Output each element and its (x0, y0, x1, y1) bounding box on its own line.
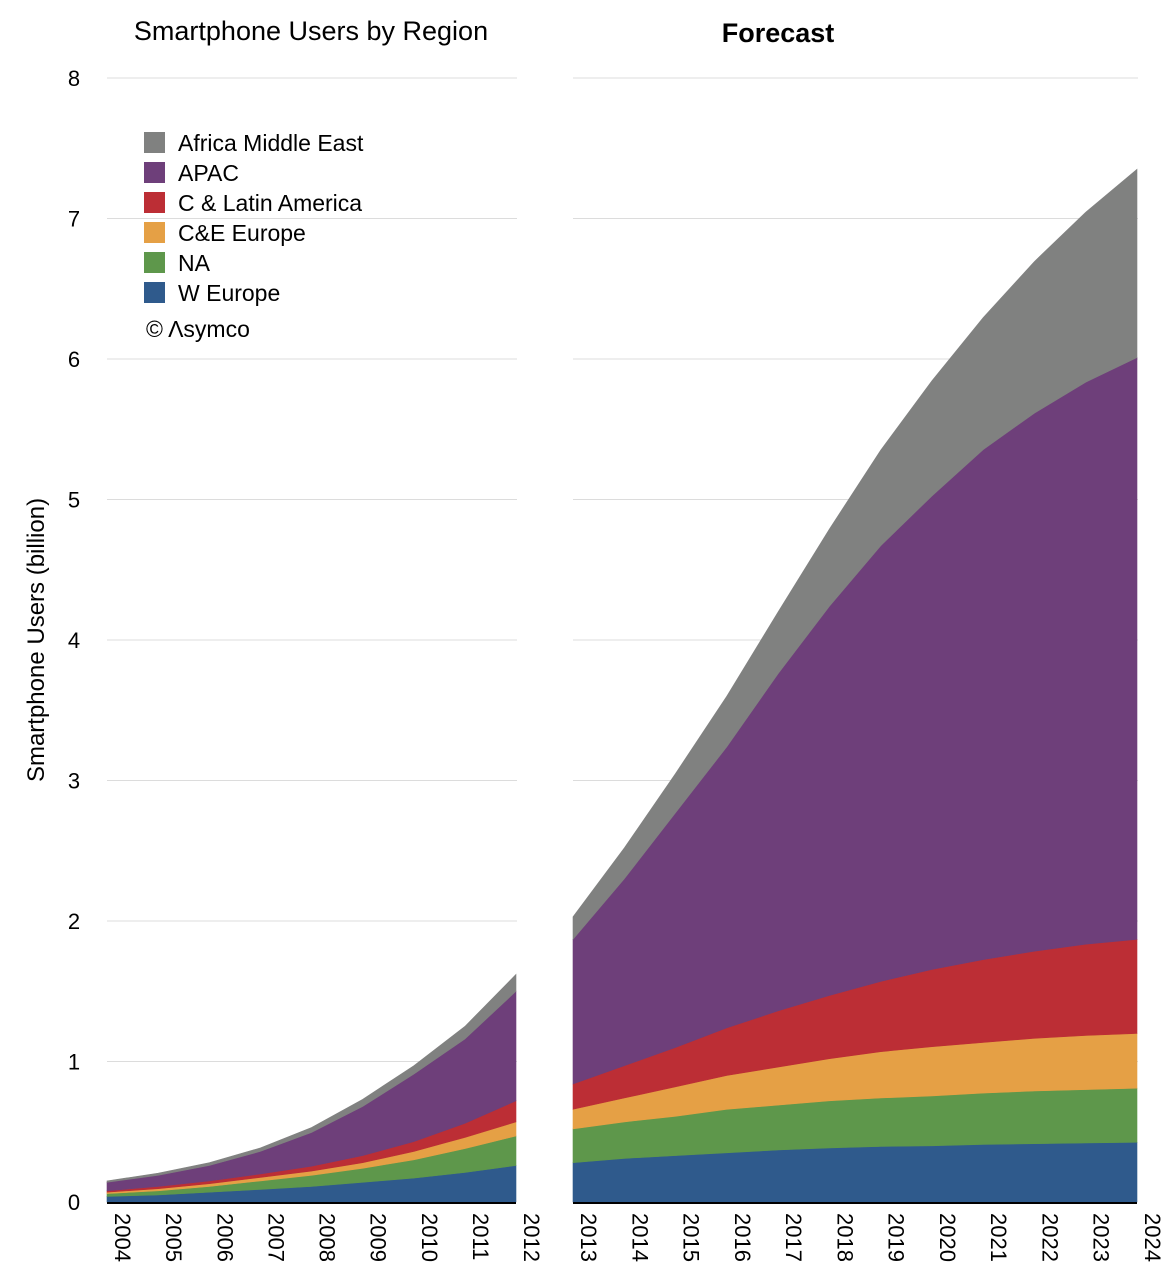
x-tick-label: 2009 (366, 1213, 391, 1262)
legend-label-cande-europe: C&E Europe (178, 220, 306, 246)
y-tick-label: 3 (68, 769, 80, 794)
legend-label-c-and-latin-america: C & Latin America (178, 190, 362, 216)
y-tick-label: 8 (68, 66, 80, 91)
legend-label-na: NA (178, 250, 211, 276)
x-tick-label: 2017 (781, 1213, 806, 1262)
x-tick-label: 2020 (935, 1213, 960, 1262)
chart-title: Smartphone Users by Region (134, 16, 488, 46)
x-tick-label: 2004 (110, 1213, 135, 1262)
y-tick-labels: 0 1 2 3 4 5 6 7 8 (68, 66, 80, 1215)
x-tick-label: 2021 (986, 1213, 1011, 1262)
stacked-areas (106, 168, 1138, 1203)
x-tick-label: 2012 (519, 1213, 544, 1262)
x-tick-label: 2018 (832, 1213, 857, 1262)
legend-label-apac: APAC (178, 160, 239, 186)
y-tick-label: 5 (68, 488, 80, 513)
x-tick-label: 2013 (576, 1213, 601, 1262)
x-tick-label: 2014 (627, 1213, 652, 1262)
x-tick-label: 2023 (1089, 1213, 1114, 1262)
legend-label-w-europe: W Europe (178, 280, 280, 306)
x-tick-label: 2011 (468, 1213, 493, 1260)
y-tick-label: 7 (68, 207, 80, 232)
x-tick-labels: 2004 2005 2006 2007 2008 2009 2010 2011 2012 2013… (110, 1213, 1165, 1262)
y-tick-label: 4 (68, 628, 80, 653)
y-tick-label: 1 (68, 1050, 80, 1075)
legend-swatch-africa-middle-east (144, 132, 165, 153)
x-tick-label: 2005 (161, 1213, 186, 1262)
forecast-title: Forecast (722, 18, 835, 48)
y-tick-label: 0 (68, 1190, 80, 1215)
area-africa-middle-east-forecast (572, 168, 1138, 941)
x-tick-label: 2016 (730, 1213, 755, 1262)
y-tick-label: 2 (68, 909, 80, 934)
x-tick-label: 2015 (679, 1213, 704, 1262)
legend-swatch-w-europe (144, 282, 165, 303)
x-tick-label: 2007 (263, 1213, 288, 1262)
x-tick-label: 2022 (1038, 1213, 1063, 1262)
legend: Africa Middle East APAC C & Latin America C… (144, 130, 364, 306)
y-axis-label: Smartphone Users (billion) (23, 498, 50, 782)
x-tick-label: 2008 (315, 1213, 340, 1262)
legend-swatch-apac (144, 162, 165, 183)
x-tick-label: 2024 (1140, 1213, 1165, 1262)
legend-label-africa-middle-east: Africa Middle East (178, 130, 364, 156)
legend-swatch-na (144, 252, 165, 273)
y-tick-label: 6 (68, 347, 80, 372)
legend-swatch-c-and-latin-america (144, 192, 165, 213)
x-tick-label: 2006 (212, 1213, 237, 1262)
copyright-text: © Λsymco (146, 316, 250, 342)
area-africa-middle-east (106, 973, 517, 1183)
legend-swatch-cande-europe (144, 222, 165, 243)
x-tick-label: 2019 (884, 1213, 909, 1262)
x-tick-label: 2010 (417, 1213, 442, 1262)
